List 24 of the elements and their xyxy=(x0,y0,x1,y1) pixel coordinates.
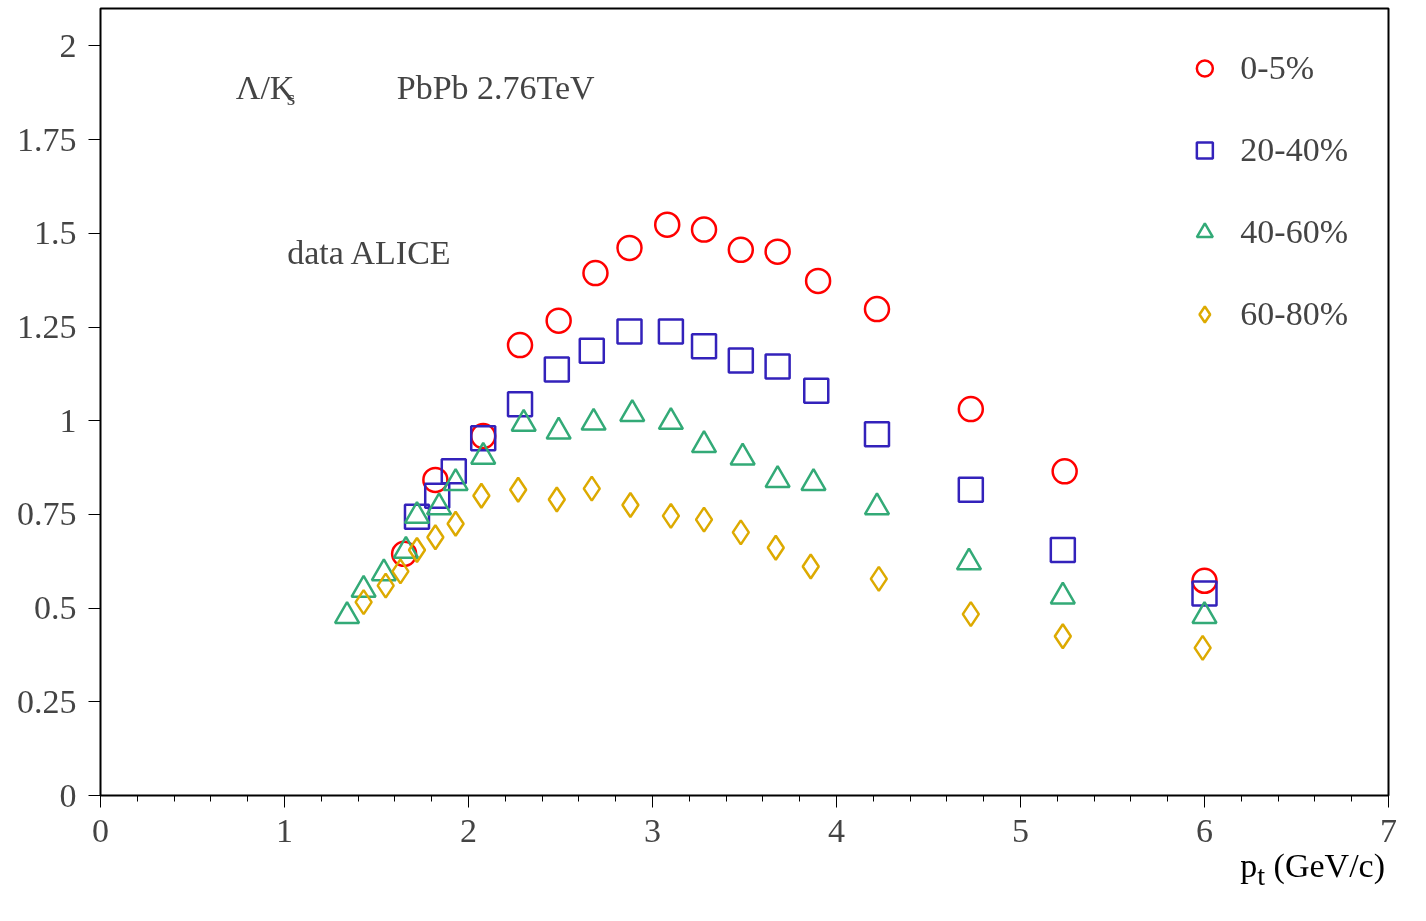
y-tick-label: 0.75 xyxy=(17,495,77,533)
x-tick-label: 6 xyxy=(1196,811,1213,849)
legend-label: 20-40% xyxy=(1240,131,1348,169)
y-tick-label: 1 xyxy=(59,401,77,439)
x-tick-label: 5 xyxy=(1012,811,1029,849)
y-tick-label: 1.5 xyxy=(34,214,77,252)
x-axis-title: p$_{t}$ (GeV/c) xyxy=(1240,846,1385,893)
legend-label: 0-5% xyxy=(1240,49,1314,87)
x-tick-label: 2 xyxy=(460,811,477,849)
x-tick-label: 0 xyxy=(92,811,109,849)
x-tick-label: 7 xyxy=(1380,811,1397,849)
x-tick-label: 1 xyxy=(276,811,293,849)
legend-label: 40-60% xyxy=(1240,213,1348,251)
x-tick-label: 4 xyxy=(828,811,845,849)
y-tick-label: 0.5 xyxy=(34,589,77,627)
annotation: data ALICE xyxy=(287,233,451,271)
y-tick-label: 2 xyxy=(59,26,77,64)
y-tick-label: 1.25 xyxy=(17,308,77,346)
x-tick-label: 3 xyxy=(644,811,661,849)
y-tick-label: 0.25 xyxy=(17,682,77,720)
annotation: PbPb 2.76TeV xyxy=(396,68,596,106)
y-tick-label: 1.75 xyxy=(17,120,77,158)
legend-label: 60-80% xyxy=(1240,295,1348,333)
y-tick-label: 0 xyxy=(59,776,77,814)
